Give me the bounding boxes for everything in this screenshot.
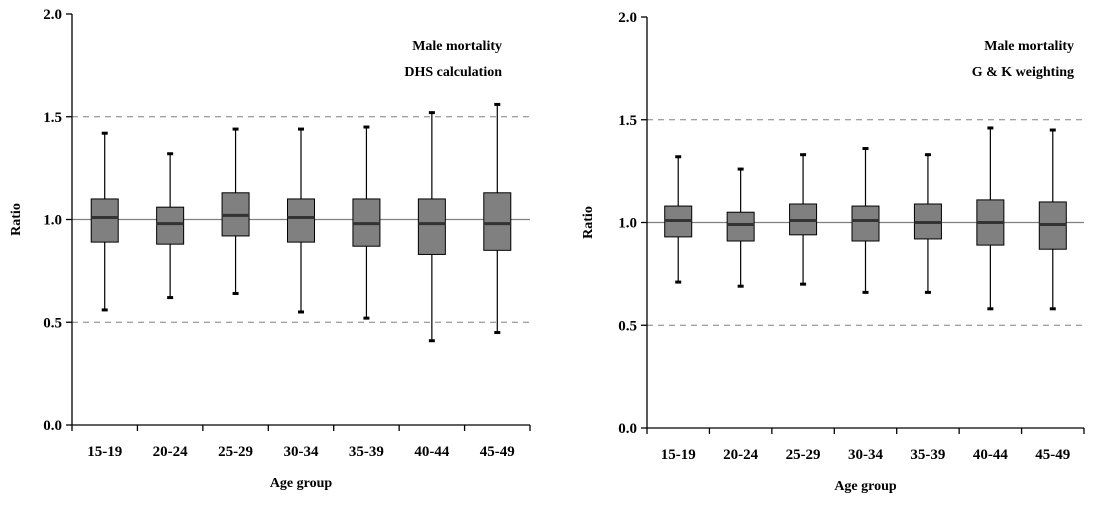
- x-tick-label: 40-44: [973, 447, 1008, 463]
- panel-dhs-calculation: 0.0 0.5 1.0 1.5 2.0 15-19 20-24 25-29 30-34 35-39…: [9, 7, 531, 491]
- x-tick-label: 25-29: [786, 447, 821, 463]
- annotation-line: G & K weighting: [972, 65, 1074, 80]
- x-tick-label: 15-19: [661, 447, 696, 463]
- y-tick-label: 0.5: [43, 315, 62, 331]
- iqr-box: [156, 206, 185, 245]
- box-20-24: [726, 167, 755, 288]
- y-tick-label: 0.5: [618, 318, 637, 334]
- y-tick-label: 1.0: [43, 213, 62, 229]
- y-tick-label: 2.0: [618, 10, 637, 26]
- y-axis-title: Ratio: [9, 203, 24, 236]
- box-20-24: [156, 152, 185, 300]
- iqr-box: [417, 198, 446, 255]
- box-15-19: [664, 155, 693, 284]
- iqr-box: [726, 211, 755, 242]
- box-40-44: [417, 111, 446, 343]
- y-tick-label: 0.0: [43, 418, 62, 434]
- y-tick-label: 1.0: [618, 216, 637, 232]
- x-tick-label: 35-39: [349, 444, 384, 460]
- x-tick-label: 35-39: [910, 447, 945, 463]
- box-30-34: [287, 127, 315, 314]
- y-tick-label: 2.0: [43, 7, 62, 23]
- x-axis-title: Age group: [270, 476, 333, 491]
- x-axis-title: Age group: [834, 479, 897, 494]
- x-tick-label: 30-34: [284, 444, 319, 460]
- y-tick-label: 0.0: [618, 421, 637, 437]
- annotation-line: Male mortality: [412, 39, 502, 54]
- box-45-49: [483, 102, 512, 335]
- box-30-34: [851, 147, 880, 294]
- panel-gk-weighting: 0.0 0.5 1.0 1.5 2.0 15-19 20-24 25-29 30-34 35-39…: [581, 10, 1085, 494]
- iqr-box: [287, 198, 315, 243]
- x-tick-label: 25-29: [218, 444, 253, 460]
- x-tick-label: 15-19: [87, 444, 122, 460]
- x-tick-label: 30-34: [848, 447, 883, 463]
- iqr-box: [90, 198, 119, 243]
- y-tick-label: 1.5: [618, 113, 637, 129]
- box-35-39: [352, 125, 381, 320]
- annotation-line: DHS calculation: [404, 65, 502, 80]
- x-tick-label: 20-24: [153, 444, 188, 460]
- box-15-19: [90, 131, 119, 312]
- box-25-29: [221, 127, 250, 295]
- annotation-line: Male mortality: [984, 39, 1074, 54]
- x-tick-label: 45-49: [480, 444, 515, 460]
- box-25-29: [789, 153, 818, 286]
- box-40-44: [976, 126, 1005, 311]
- iqr-box: [483, 192, 512, 251]
- box-35-39: [913, 153, 942, 294]
- y-tick-label: 1.5: [43, 110, 62, 126]
- x-tick-label: 45-49: [1035, 447, 1070, 463]
- x-tick-label: 40-44: [414, 444, 449, 460]
- y-axis-title: Ratio: [581, 206, 596, 239]
- iqr-box: [851, 205, 880, 242]
- x-tick-label: 20-24: [723, 447, 758, 463]
- box-45-49: [1038, 128, 1067, 311]
